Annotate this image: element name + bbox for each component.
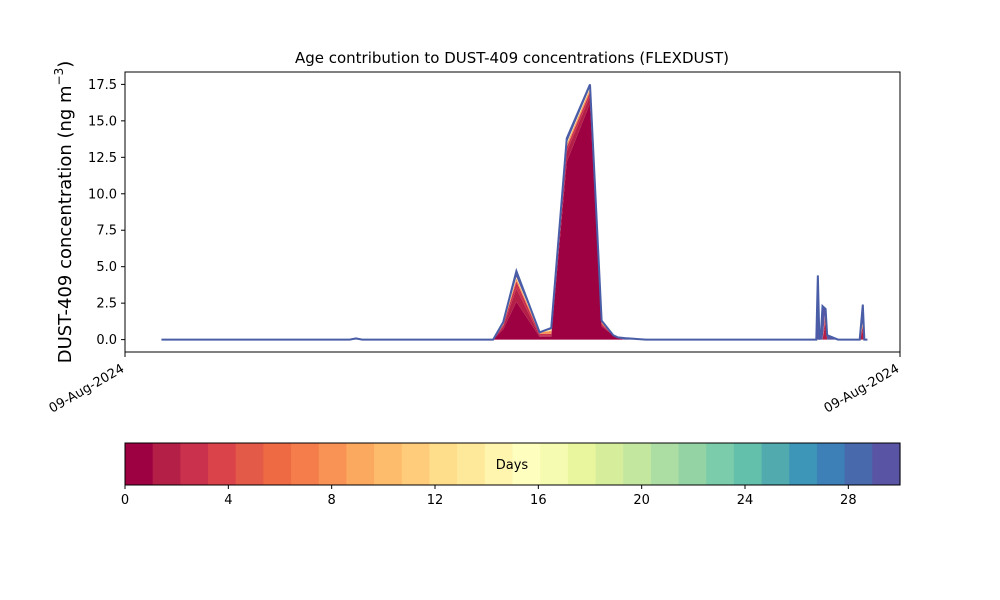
colorbar-bin (623, 443, 652, 485)
area-series-3-days (161, 91, 868, 340)
colorbar-tick-label: 8 (328, 493, 336, 508)
colorbar-bin (540, 443, 569, 485)
colorbar-bin (263, 443, 292, 485)
colorbar-bin (208, 443, 237, 485)
y-tick-label: 5.0 (96, 260, 117, 275)
colorbar-tick-label: 20 (633, 493, 650, 508)
colorbar-bin (706, 443, 735, 485)
total-outline (161, 84, 868, 341)
y-axis-label: DUST-409 concentration (ng m−3) (52, 61, 76, 364)
colorbar-bin (789, 443, 818, 485)
x-tick-label: 09-Aug-2024 (822, 361, 902, 416)
colorbar-tick-label: 4 (224, 493, 232, 508)
y-tick-label: 0.0 (96, 333, 117, 348)
colorbar-bin (429, 443, 458, 485)
y-tick-label: 7.5 (96, 224, 117, 239)
colorbar-tick-label: 12 (427, 493, 444, 508)
colorbar-bin (484, 443, 514, 485)
colorbar: Days 0 4 8 12 16 20 24 28 (121, 442, 901, 508)
colorbar-bin (401, 443, 431, 485)
y-tick-label: 10.0 (88, 187, 117, 202)
colorbar-tick-label: 0 (121, 493, 129, 508)
chart-title: Age contribution to DUST-409 concentrati… (295, 49, 729, 67)
colorbar-label: Days (496, 458, 529, 473)
colorbar-tick-label: 28 (840, 493, 857, 508)
y-tick-label: 2.5 (96, 297, 117, 312)
area-series-2-days (161, 96, 868, 340)
colorbar-bin (678, 443, 707, 485)
colorbar-bin (374, 443, 403, 485)
colorbar-bin (512, 443, 541, 485)
plot-area (124, 71, 901, 353)
y-tick-label: 12.5 (88, 151, 117, 166)
colorbar-bin (567, 443, 597, 485)
colorbar-bin (180, 443, 209, 485)
colorbar-tick-label: 16 (530, 493, 547, 508)
colorbar-frame (124, 442, 901, 486)
colorbar-bin (235, 443, 264, 485)
y-axis: 0.0 2.5 5.0 7.5 10.0 12.5 15.0 17.5 (88, 78, 125, 348)
colorbar-bin (844, 443, 873, 485)
y-tick-label: 17.5 (88, 78, 117, 93)
colorbar-bin (125, 443, 154, 485)
colorbar-bin (346, 443, 375, 485)
x-axis: 09-Aug-2024 09-Aug-2024 (47, 352, 902, 417)
colorbar-bin (291, 443, 320, 485)
colorbar-bin (733, 443, 763, 485)
series-layer (161, 84, 868, 340)
colorbar-bin (595, 443, 624, 485)
colorbar-bin (152, 443, 181, 485)
colorbar-bin (872, 443, 901, 485)
y-tick-label: 15.0 (88, 114, 117, 129)
colorbar-bin (816, 443, 846, 485)
colorbar-bin (761, 443, 790, 485)
colorbar-tick-label: 24 (737, 493, 754, 508)
x-tick-label: 09-Aug-2024 (47, 361, 127, 416)
colorbar-bins (125, 443, 901, 485)
colorbar-bin (650, 443, 680, 485)
colorbar-bin (457, 443, 486, 485)
colorbar-ticks: 0 4 8 12 16 20 24 28 (121, 485, 857, 508)
colorbar-bin (318, 443, 348, 485)
plot-frame (124, 71, 901, 353)
